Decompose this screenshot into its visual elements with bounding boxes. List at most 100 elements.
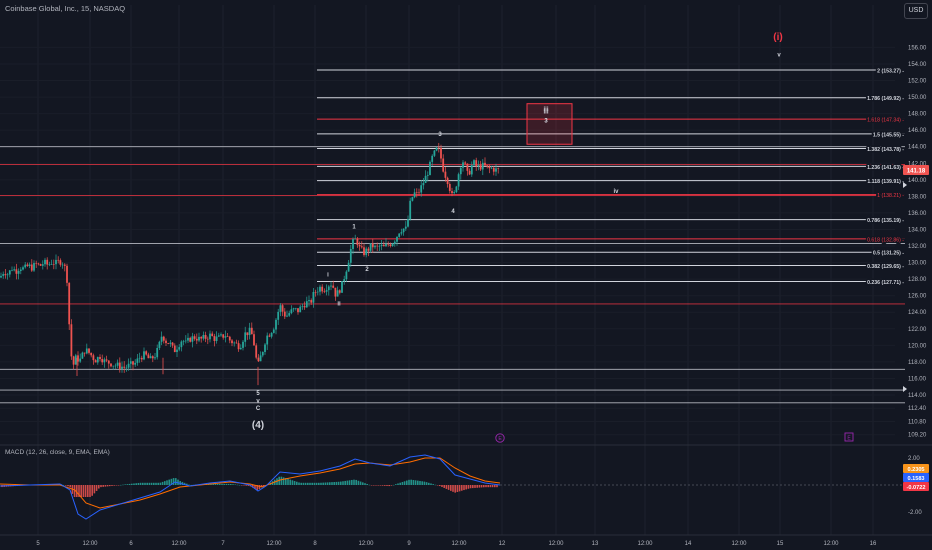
macd-histogram-bar bbox=[439, 485, 441, 487]
candle-body bbox=[52, 264, 55, 265]
candle-body bbox=[429, 161, 431, 176]
target-box bbox=[526, 103, 573, 145]
candle-body bbox=[187, 337, 189, 341]
candle-body bbox=[257, 357, 260, 362]
macd-histogram-bar bbox=[133, 483, 135, 485]
candle-body bbox=[316, 291, 319, 293]
price-tick-label: 142.00 bbox=[908, 161, 927, 167]
macd-histogram-bar bbox=[373, 485, 375, 486]
candle-body bbox=[380, 244, 383, 246]
time-tick-label: 12:00 bbox=[823, 541, 839, 547]
candle-body bbox=[226, 336, 229, 337]
time-axis[interactable]: 5 12:00 6 12:00 7 12:00 8 12:00 9 12:00 12 12:00 13 1… bbox=[0, 534, 932, 547]
candle-body bbox=[352, 239, 354, 249]
candle-body bbox=[354, 238, 357, 240]
currency-button[interactable]: USD bbox=[904, 3, 928, 19]
macd-histogram-bar bbox=[67, 485, 69, 487]
macd-histogram-bar bbox=[293, 481, 296, 485]
candle-body bbox=[299, 306, 302, 313]
macd-histogram-bar bbox=[76, 485, 78, 497]
macd-histogram-bar bbox=[348, 480, 351, 485]
price-axis[interactable]: 156.00 154.00 152.00 150.00 148.00 146.00 144.… bbox=[903, 45, 929, 439]
macd-histogram-bar bbox=[454, 485, 456, 493]
macd-histogram-bar bbox=[214, 483, 217, 485]
macd-histogram-bar bbox=[318, 482, 320, 485]
candle-body bbox=[147, 354, 150, 359]
macd-histogram-bar bbox=[315, 482, 318, 485]
macd-histogram-bar bbox=[236, 484, 239, 486]
macd-histogram-bar bbox=[430, 483, 432, 485]
candle-body bbox=[374, 245, 376, 248]
candle-body bbox=[30, 264, 33, 271]
macd-histogram-bar bbox=[98, 485, 100, 489]
macd-histogram-bar bbox=[434, 484, 437, 486]
candle-body bbox=[6, 274, 9, 276]
last-price-badge bbox=[903, 165, 929, 176]
price-tick-label: 110.80 bbox=[908, 419, 927, 425]
macd-histogram-bar bbox=[170, 478, 173, 485]
candle-body bbox=[26, 264, 29, 267]
target-box-label: iii bbox=[543, 110, 548, 116]
macd-histogram-bar bbox=[309, 482, 311, 485]
macd-histogram-bar bbox=[221, 483, 223, 485]
candle-body bbox=[2, 274, 5, 276]
candle-body bbox=[415, 192, 418, 193]
macd-histogram-bar bbox=[450, 485, 452, 491]
macd-histogram-bar bbox=[166, 480, 168, 485]
time-tick-label: 12 bbox=[499, 541, 506, 547]
price-tick-label: 154.00 bbox=[908, 62, 927, 68]
candle-body bbox=[453, 192, 456, 194]
macd-histogram-bar bbox=[280, 476, 283, 485]
macd-histogram-bar bbox=[190, 484, 192, 486]
macd-histogram-bar bbox=[386, 485, 388, 486]
macd-histogram-bar bbox=[487, 485, 489, 488]
macd-histogram-bar bbox=[153, 482, 155, 485]
macd-histogram-bar bbox=[159, 482, 162, 485]
macd-value-label: -0.0722 bbox=[907, 485, 926, 491]
macd-histogram-bar bbox=[232, 484, 234, 485]
macd-histogram-bar bbox=[183, 482, 186, 485]
fib-level-label: 1.618 (147.34) - bbox=[867, 118, 904, 124]
candle-body bbox=[96, 357, 99, 363]
candle-body bbox=[35, 263, 38, 264]
price-tick-label: 136.00 bbox=[908, 211, 927, 217]
candle-body bbox=[391, 243, 394, 247]
price-tick-label: 120.00 bbox=[908, 343, 927, 349]
macd-histogram-bar bbox=[304, 482, 307, 485]
candle-body bbox=[402, 228, 405, 233]
candle-body bbox=[61, 264, 64, 266]
candle-body bbox=[303, 306, 306, 308]
macd-histogram-bar bbox=[148, 482, 151, 485]
fib-level-label: 1.382 (143.78) - bbox=[867, 147, 904, 153]
macd-histogram-bar bbox=[458, 485, 461, 492]
macd-histogram-bar bbox=[362, 482, 364, 485]
price-tick-label: 130.00 bbox=[908, 261, 927, 267]
candle-body bbox=[169, 342, 172, 344]
macd-histogram-bar bbox=[282, 477, 285, 485]
candle-body bbox=[237, 343, 240, 350]
candle-body bbox=[396, 236, 398, 242]
candle-body bbox=[39, 264, 42, 266]
candle-body bbox=[176, 349, 178, 353]
macd-histogram-bar bbox=[175, 478, 177, 485]
candle-body bbox=[279, 305, 282, 312]
macd-histogram-bar bbox=[375, 485, 377, 486]
candle-body bbox=[446, 177, 449, 185]
wave-label: ii bbox=[337, 302, 341, 308]
candle-body bbox=[224, 336, 227, 338]
candle-body bbox=[195, 338, 198, 341]
candle-body bbox=[204, 334, 207, 339]
macd-histogram-bar bbox=[225, 483, 228, 485]
macd-histogram-bar bbox=[353, 479, 355, 485]
macd-histogram-bar bbox=[73, 485, 76, 497]
candle-body bbox=[363, 247, 365, 256]
candle-body bbox=[79, 358, 82, 362]
macd-histogram-bar bbox=[289, 479, 291, 485]
candle-body bbox=[246, 332, 249, 336]
candle-body bbox=[22, 267, 24, 270]
macd-histogram-bar bbox=[256, 485, 258, 491]
macd-histogram-bar bbox=[480, 485, 483, 488]
price-candles bbox=[0, 142, 500, 386]
candle-body bbox=[233, 342, 236, 344]
